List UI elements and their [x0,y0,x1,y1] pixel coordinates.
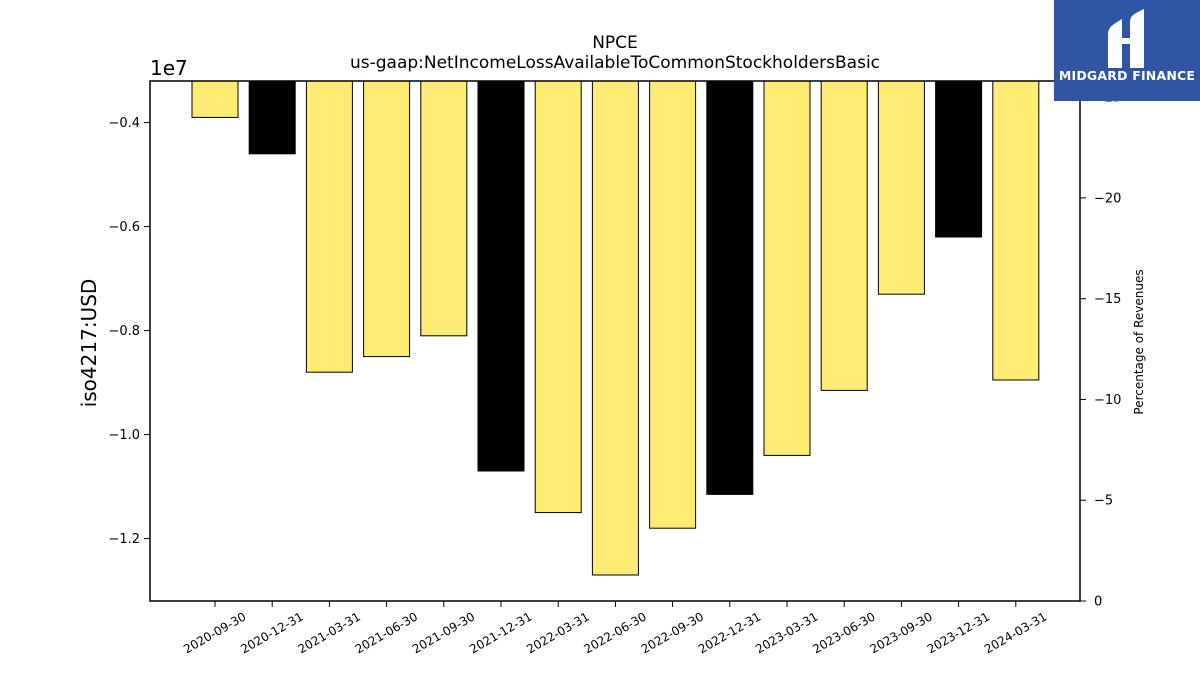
y-tick-label: −0.4 [108,116,140,131]
brand-logo: MIDGARD FINANCE [1054,0,1200,101]
bar-2023-09-30 [877,80,925,295]
y2-axis-label: Percentage of Revenues [1132,269,1146,414]
y-tick-label: −1.0 [108,428,140,443]
x-tick-label: 2020-09-30 [181,609,248,656]
x-tick-label: 2022-09-30 [639,609,706,656]
logo-mark-icon [1108,9,1144,68]
bar-2023-06-30 [820,80,868,391]
y-ticks-group: −0.4 −0.6 −0.8 −1.0 −1.2 [108,116,150,547]
bar-2022-12-31 [706,80,754,495]
bar-2021-06-30 [363,80,411,358]
bar-2023-03-31 [763,80,811,456]
x-tick-label: 2022-12-31 [696,609,763,656]
y-axis-label: iso4217:USD [77,279,101,408]
y-tick-label: −0.6 [108,220,140,235]
bar-2022-03-31 [534,80,582,514]
x-tick-label: 2023-03-31 [753,609,820,656]
x-tick-label: 2022-06-30 [581,609,648,656]
bar-2022-06-30 [591,80,639,576]
bar-2023-12-31 [935,80,983,238]
y2-tick-label: −10 [1094,393,1121,408]
logo-text: MIDGARD FINANCE [1058,68,1196,83]
y2-tick-label: −15 [1094,292,1121,307]
x-tick-label: 2020-12-31 [238,609,305,656]
bar-2020-12-31 [248,80,296,155]
bar-2020-09-30 [191,80,239,118]
bar-2022-09-30 [649,80,697,529]
bar-2024-03-31 [992,80,1040,381]
bar-2021-12-31 [477,80,525,472]
x-tick-label: 2021-06-30 [353,609,420,656]
y-tick-label: −0.8 [108,324,140,339]
chart-title: NPCE [592,33,638,53]
x-ticks-group: 2020-09-302020-12-312021-03-312021-06-30… [181,601,1049,656]
bar-2021-03-31 [305,80,353,373]
x-tick-label: 2022-03-31 [524,609,591,656]
y2-tick-label: 0 [1094,595,1102,610]
chart-subtitle: us-gaap:NetIncomeLossAvailableToCommonSt… [350,53,880,73]
x-tick-label: 2023-12-31 [925,609,992,656]
y2-tick-label: −5 [1094,494,1113,509]
bar-2021-09-30 [420,80,468,337]
plot-frame [149,80,1081,602]
bars-group [191,80,1040,576]
x-tick-label: 2021-09-30 [410,609,477,656]
x-tick-label: 2021-12-31 [467,609,534,656]
y2-ticks-group: 0−5−10−15−20−25 [1080,91,1121,610]
x-tick-label: 2023-06-30 [810,609,877,656]
x-tick-label: 2024-03-31 [982,609,1049,656]
y2-tick-label: −20 [1094,191,1121,206]
y-tick-label: −1.2 [108,532,140,547]
y-offset-label: 1e7 [150,56,188,80]
x-tick-label: 2023-09-30 [867,609,934,656]
x-tick-label: 2021-03-31 [295,609,362,656]
